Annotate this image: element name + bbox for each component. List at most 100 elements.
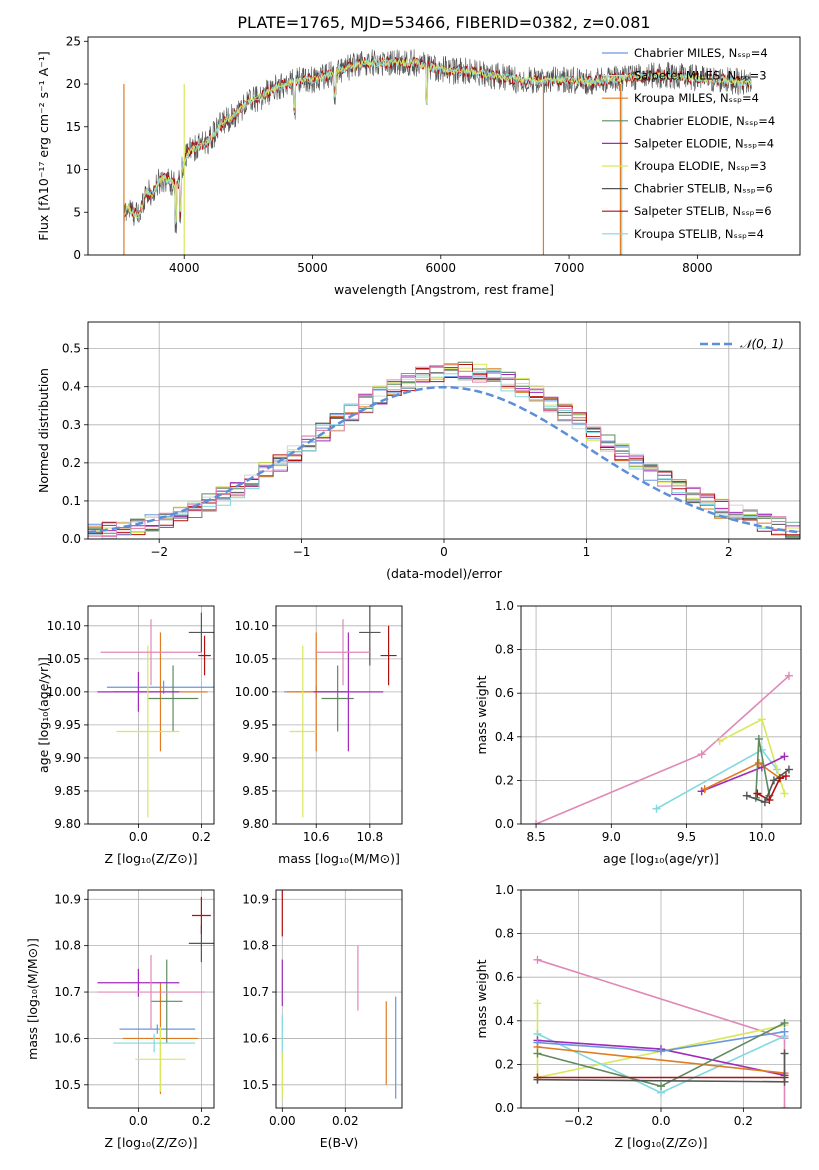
y-tick-label: 0.2 (495, 1057, 514, 1071)
y-tick-label: 10.5 (242, 1078, 269, 1092)
x-tick-label: 1 (583, 545, 591, 559)
x-tick-label: 0.02 (332, 1114, 359, 1128)
y-tick-label: 0.5 (62, 342, 81, 356)
y-tick-label: 10.9 (54, 892, 81, 906)
x-tick-label: −0.2 (564, 1114, 593, 1128)
plot-area (97, 612, 214, 818)
legend-label: Kroupa MILES, Nₛₛₚ=4 (634, 91, 759, 105)
x-tick-label: −2 (150, 545, 168, 559)
y-tick-label: 20 (66, 77, 81, 91)
x-tick-label: 10.6 (303, 830, 330, 844)
y-tick-label: 0.0 (495, 817, 514, 831)
panel-spectrum: 4000 5000 6000 7000 8000 0 5 10 15 20 25 wavelength… (36, 34, 801, 297)
y-tick-label: 0.8 (495, 927, 514, 941)
y-tick-label: 9.85 (242, 784, 269, 798)
x-tick-label: 0 (440, 545, 448, 559)
y-tick-label: 10.10 (235, 619, 269, 633)
y-tick-label: 0.1 (62, 494, 81, 508)
x-tick-label: 0.0 (129, 830, 148, 844)
y-tick-label: 0.8 (495, 643, 514, 657)
y-tick-label: 10.05 (47, 652, 81, 666)
y-tick-label: 10.05 (235, 652, 269, 666)
x-axis-label: Z [log₁₀(Z/Z⊙)] (105, 1135, 198, 1150)
axes-frame (520, 889, 802, 1109)
x-tick-label: 6000 (426, 261, 457, 275)
x-tick-label: 8.5 (527, 830, 546, 844)
y-axis-label: mass weight (474, 675, 489, 754)
legend-label: 𝒩(0, 1) (740, 337, 784, 351)
axes-frame (275, 605, 403, 825)
y-axis-label: Normed distribution (36, 368, 51, 493)
plot-area (97, 896, 214, 1095)
x-tick-label: 8000 (682, 261, 713, 275)
y-tick-label: 9.80 (54, 817, 81, 831)
y-tick-label: 10 (66, 163, 81, 177)
legend-label: Chabrier STELIB, Nₛₛₚ=6 (634, 182, 773, 196)
y-tick-label: 9.85 (54, 784, 81, 798)
histogram-step (88, 370, 800, 539)
x-tick-label: 5000 (297, 261, 328, 275)
y-tick-label: 10.00 (235, 685, 269, 699)
y-tick-label: 0.0 (495, 1101, 514, 1115)
legend-label: Salpeter STELIB, Nₛₛₚ=6 (634, 204, 772, 218)
y-tick-label: 10.7 (242, 985, 269, 999)
axes-frame (87, 605, 215, 825)
y-tick-label: 9.80 (242, 817, 269, 831)
x-tick-label: 9.5 (677, 830, 696, 844)
y-tick-label: 10.5 (54, 1078, 81, 1092)
panel-age-vs-Z: 0.0 0.2 9.80 9.85 9.90 9.95 10.00 10.05 10.10 Z [… (36, 605, 215, 866)
panel-weight-vs-age: 8.5 9.0 9.5 10.0 0.0 0.2 0.4 0.6 0.8 1.0 age [log₁… (474, 599, 802, 866)
y-tick-label: 0.6 (495, 686, 514, 700)
legend-label: Kroupa ELODIE, Nₛₛₚ=3 (634, 159, 767, 173)
plot-area (281, 890, 397, 1099)
legend-label: Kroupa STELIB, Nₛₛₚ=4 (634, 227, 764, 241)
y-tick-label: 10.9 (242, 892, 269, 906)
y-tick-label: 25 (66, 34, 81, 48)
y-tick-label: 9.90 (242, 751, 269, 765)
y-tick-label: 10.6 (242, 1031, 269, 1045)
legend-label: Chabrier ELODIE, Nₛₛₚ=4 (634, 114, 775, 128)
x-axis-label: mass [log₁₀(M/M⊙)] (278, 851, 400, 866)
y-tick-label: 9.95 (242, 718, 269, 732)
plot-area (533, 955, 789, 1108)
x-tick-label: 9.0 (602, 830, 621, 844)
plot-area (284, 606, 397, 818)
panel-mass-vs-Z: 0.0 0.2 10.5 10.6 10.7 10.8 10.9 Z [log₁₀(Z/Z⊙)… (25, 889, 215, 1150)
axes-frame (275, 889, 403, 1109)
y-tick-label: 0.4 (495, 730, 514, 744)
x-tick-label: 4000 (169, 261, 200, 275)
axes-frame (520, 605, 802, 825)
panel-mass-vs-EBV: 0.00 0.02 10.5 10.6 10.7 10.8 10.9 E(B-V) (242, 889, 403, 1150)
panel-residuals: −2 −1 0 1 2 0.0 0.1 0.2 0.3 0.4 0.5 (data-model)/er… (36, 321, 801, 581)
y-tick-label: 10.8 (242, 939, 269, 953)
y-tick-label: 9.95 (54, 718, 81, 732)
x-axis-label: E(B-V) (320, 1135, 359, 1150)
weight-line (537, 1046, 785, 1074)
y-tick-label: 1.0 (495, 883, 514, 897)
y-tick-label: 0.0 (62, 532, 81, 546)
axes-frame (87, 889, 215, 1109)
y-axis-label: age [log₁₀(age/yr)] (36, 657, 51, 773)
x-tick-label: 10.0 (749, 830, 776, 844)
y-tick-label: 15 (66, 120, 81, 134)
legend-label: Salpeter MILES, Nₛₛₚ=3 (634, 69, 767, 83)
legend-label: Salpeter ELODIE, Nₛₛₚ=4 (634, 136, 774, 150)
y-tick-label: 10.6 (54, 1031, 81, 1045)
x-axis-label: Z [log₁₀(Z/Z⊙)] (105, 851, 198, 866)
x-tick-label: 0.0 (129, 1114, 148, 1128)
histogram-step (88, 363, 800, 537)
x-tick-label: 0.0 (651, 1114, 670, 1128)
y-tick-label: 0.3 (62, 418, 81, 432)
x-axis-label: wavelength [Angstrom, rest frame] (334, 282, 554, 297)
weight-line (756, 775, 787, 802)
y-axis-label: mass [log₁₀(M/M⊙)] (25, 938, 40, 1060)
plot-area (123, 49, 752, 255)
y-tick-label: 10.00 (47, 685, 81, 699)
plot-area (88, 361, 800, 539)
x-axis-label: (data-model)/error (386, 566, 503, 581)
plot-area (532, 671, 793, 824)
x-axis-label: age [log₁₀(age/yr)] (603, 851, 719, 866)
x-tick-label: 0.2 (734, 1114, 753, 1128)
y-axis-label: mass weight (474, 959, 489, 1038)
